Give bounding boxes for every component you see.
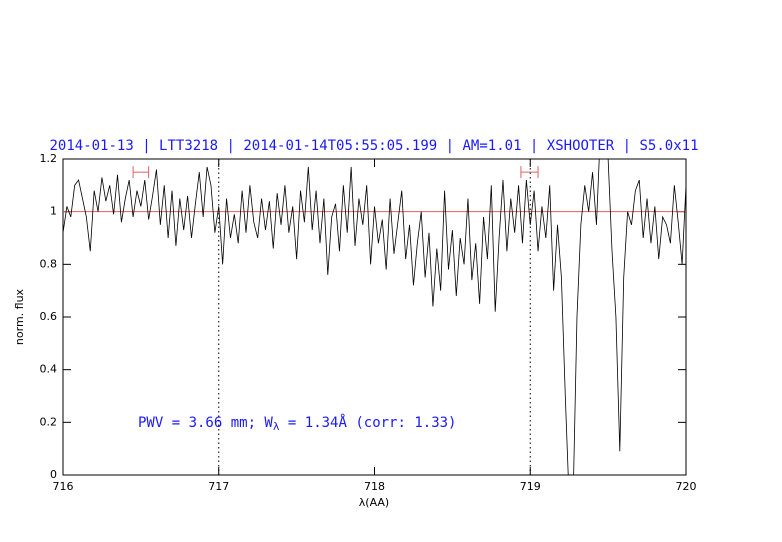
y-tick-label: 0.6 bbox=[40, 310, 58, 323]
annotation-part: PWV = 3.66 mm; W bbox=[138, 415, 273, 431]
x-axis-label: λ(AA) bbox=[359, 496, 389, 509]
annotation-subscript: λ bbox=[273, 420, 280, 433]
y-tick-label: 0.2 bbox=[40, 415, 58, 428]
x-tick-label: 720 bbox=[676, 480, 697, 493]
spectrum-line bbox=[63, 159, 686, 475]
x-tick-label: 716 bbox=[53, 480, 74, 493]
y-tick-label: 0 bbox=[50, 468, 57, 481]
y-tick-label: 0.4 bbox=[40, 363, 58, 376]
y-axis-label: norm. flux bbox=[13, 288, 26, 345]
chart-title: 2014-01-13 | LTT3218 | 2014-01-14T05:55:… bbox=[49, 138, 698, 154]
y-tick-label: 1 bbox=[50, 205, 57, 218]
x-tick-label: 717 bbox=[208, 480, 229, 493]
x-tick-label: 718 bbox=[364, 480, 385, 493]
y-tick-label: 0.8 bbox=[40, 257, 58, 270]
y-tick-label: 1.2 bbox=[40, 152, 58, 165]
annotation-part: = 1.34Å (corr: 1.33) bbox=[279, 414, 456, 431]
annotation: PWV = 3.66 mm; Wλ = 1.34Å (corr: 1.33) bbox=[138, 414, 457, 433]
x-tick-label: 719 bbox=[520, 480, 541, 493]
